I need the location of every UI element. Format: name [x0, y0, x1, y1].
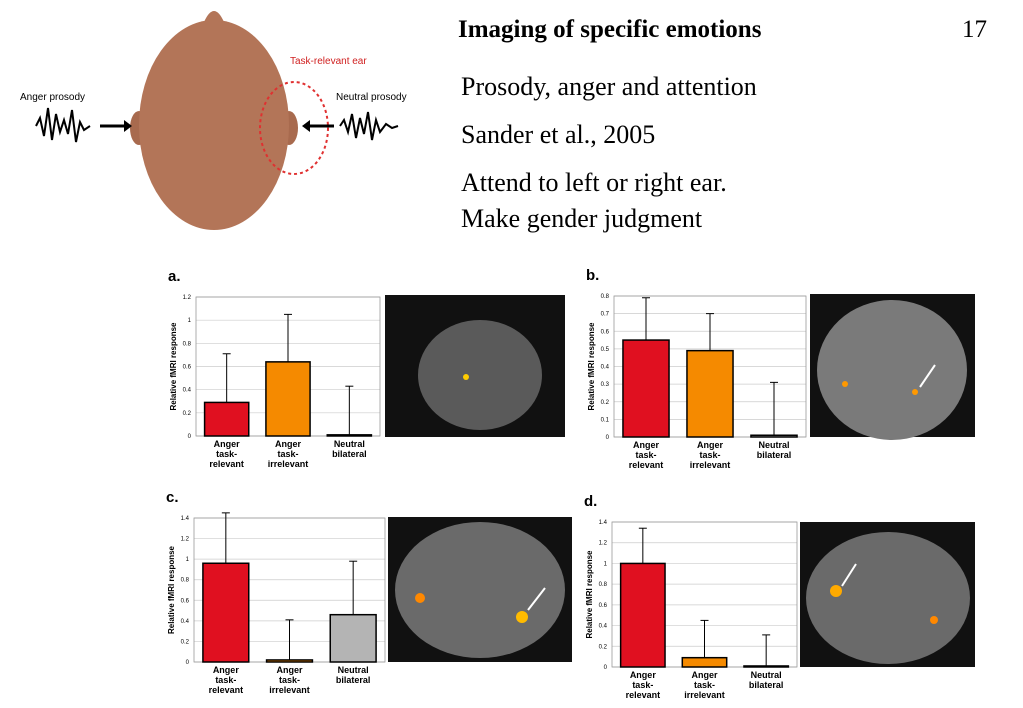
panel-label: a. — [168, 268, 181, 285]
pointer — [841, 563, 857, 587]
bar — [686, 349, 734, 438]
x-tick-label: Anger task- irrelevant — [684, 670, 725, 700]
bar — [681, 656, 728, 668]
y-tick-label: 0.8 — [183, 341, 192, 347]
y-tick-label: 0.4 — [601, 365, 610, 371]
ear-circle — [259, 81, 329, 175]
brain — [418, 320, 542, 430]
bar — [622, 339, 670, 438]
activation — [842, 381, 848, 387]
bar — [619, 562, 666, 668]
panel-label: b. — [586, 267, 599, 284]
waveform — [339, 111, 399, 141]
activation — [912, 389, 918, 395]
x-tick-label: Anger task- relevant — [209, 439, 244, 469]
y-tick-label: 0.3 — [601, 382, 610, 388]
page-number: 17 — [962, 16, 987, 43]
brain — [395, 522, 565, 658]
y-tick-label: 0 — [188, 434, 192, 440]
pointer — [527, 587, 546, 611]
y-tick-label: 0.7 — [601, 312, 610, 318]
y-tick-label: 0.2 — [599, 644, 608, 650]
y-axis-label: Relative fMRI response — [585, 550, 594, 639]
x-tick-label: Neutral bilateral — [748, 670, 784, 690]
y-tick-label: 0 — [606, 435, 610, 441]
diagram-label: Task-relevant ear — [290, 56, 367, 67]
y-tick-label: 0.1 — [601, 417, 610, 423]
x-tick-label: Anger task- relevant — [208, 665, 244, 695]
y-tick-label: 0.6 — [599, 603, 608, 609]
text-line: Prosody, anger and attention — [461, 72, 757, 101]
brain — [806, 532, 970, 664]
pointer — [919, 364, 936, 388]
y-tick-label: 0.4 — [599, 624, 608, 630]
y-axis-label: Relative fMRI response — [587, 322, 596, 411]
activation — [516, 611, 528, 623]
y-tick-label: 1.4 — [599, 520, 608, 526]
y-tick-label: 1 — [604, 561, 608, 567]
y-tick-label: 0.8 — [599, 582, 608, 588]
x-tick-label: Anger task- irrelevant — [267, 439, 309, 469]
y-tick-label: 1 — [188, 318, 192, 324]
panel-label: c. — [166, 489, 179, 506]
activation — [930, 616, 938, 624]
panel-label: d. — [584, 493, 597, 510]
y-tick-label: 0.4 — [181, 619, 190, 625]
y-tick-label: 0.6 — [181, 598, 190, 604]
y-axis-label: Relative fMRI response — [169, 322, 178, 411]
head — [139, 20, 289, 230]
nose — [204, 11, 224, 22]
bar — [202, 562, 250, 663]
activation — [415, 593, 425, 603]
y-tick-label: 0.2 — [601, 400, 610, 406]
y-axis-label: Relative fMRI response — [167, 545, 176, 634]
x-tick-label: Anger task- irrelevant — [689, 440, 731, 470]
x-tick-label: Neutral bilateral — [332, 439, 367, 459]
activation — [830, 585, 842, 597]
y-tick-label: 0.4 — [183, 388, 192, 394]
bar — [743, 665, 790, 668]
diagram-label: Anger prosody — [20, 92, 85, 103]
y-tick-label: 1.4 — [181, 516, 190, 522]
x-tick-label: Neutral bilateral — [756, 440, 792, 460]
y-tick-label: 0.6 — [601, 329, 610, 335]
waveform — [35, 107, 91, 143]
bar — [329, 613, 377, 663]
y-tick-label: 0.8 — [181, 578, 190, 584]
x-tick-label: Anger task- irrelevant — [269, 665, 310, 695]
y-tick-label: 1.2 — [183, 295, 192, 301]
y-tick-label: 0.8 — [601, 294, 610, 300]
bar — [750, 434, 798, 438]
bar — [326, 434, 373, 437]
bar — [265, 659, 314, 663]
y-tick-label: 1.2 — [599, 541, 608, 547]
text-line: Sander et al., 2005 — [461, 120, 656, 149]
diagram-label: Neutral prosody — [336, 92, 407, 103]
y-tick-label: 0.6 — [183, 365, 192, 371]
text-line: Make gender judgment — [461, 204, 703, 233]
arrow-head — [302, 120, 310, 132]
brain — [817, 300, 967, 440]
arrow-head — [124, 120, 132, 132]
x-tick-label: Anger task- relevant — [625, 670, 661, 700]
y-tick-label: 0.2 — [181, 639, 190, 645]
y-tick-label: 0.2 — [183, 411, 192, 417]
activation — [463, 374, 469, 380]
y-tick-label: 0.5 — [601, 347, 610, 353]
y-tick-label: 0 — [604, 665, 608, 671]
y-tick-label: 1 — [186, 557, 190, 563]
y-tick-label: 1.2 — [181, 537, 190, 543]
y-tick-label: 0 — [186, 660, 190, 666]
slide-title: Imaging of specific emotions — [458, 16, 762, 43]
bar — [265, 361, 311, 437]
bar — [203, 401, 250, 437]
x-tick-label: Neutral bilateral — [335, 665, 371, 685]
x-tick-label: Anger task- relevant — [628, 440, 664, 470]
text-line: Attend to left or right ear. — [461, 168, 727, 197]
